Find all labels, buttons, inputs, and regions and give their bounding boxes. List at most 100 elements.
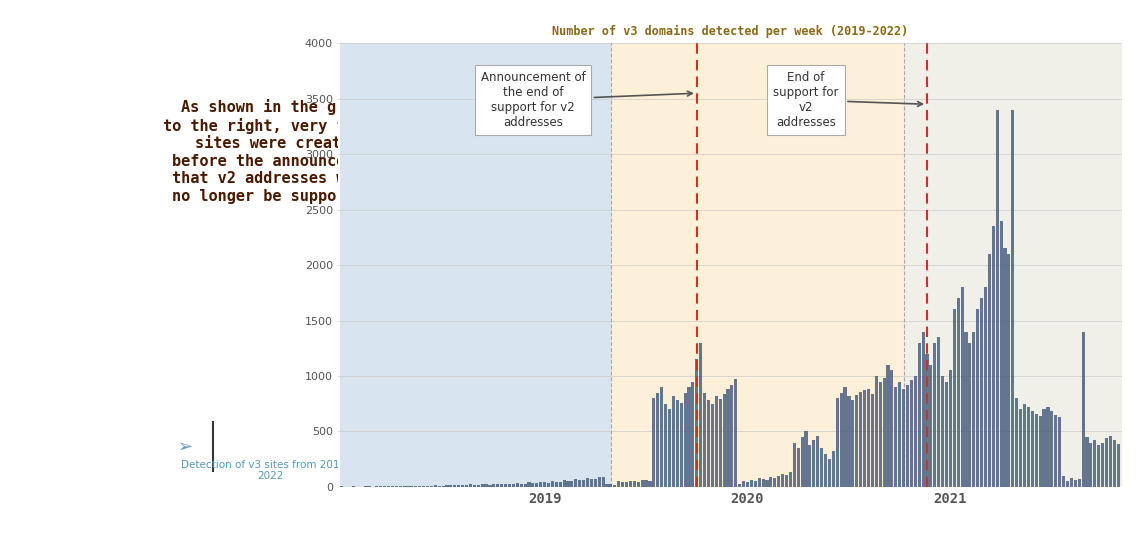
Bar xyxy=(453,485,457,487)
Bar xyxy=(910,380,913,487)
Bar xyxy=(766,480,768,487)
Bar xyxy=(844,387,846,487)
Bar xyxy=(434,485,437,487)
Bar xyxy=(418,486,421,487)
Bar xyxy=(805,432,807,487)
Bar xyxy=(988,254,990,487)
Bar xyxy=(457,485,460,487)
Bar xyxy=(781,473,784,487)
Bar xyxy=(481,484,483,487)
Bar xyxy=(621,482,624,487)
Bar xyxy=(1055,415,1057,487)
Bar xyxy=(1074,480,1076,487)
Bar xyxy=(395,486,397,487)
Bar xyxy=(664,404,668,487)
Bar xyxy=(410,486,413,487)
Bar xyxy=(645,480,648,487)
Bar xyxy=(863,391,866,487)
Bar xyxy=(672,396,674,487)
Bar xyxy=(902,390,906,487)
Bar xyxy=(831,451,835,487)
Bar xyxy=(461,485,464,487)
Bar xyxy=(442,486,444,487)
Bar xyxy=(403,486,405,487)
Bar xyxy=(465,485,468,487)
Bar xyxy=(906,385,909,487)
Bar xyxy=(969,343,971,487)
Bar xyxy=(1105,438,1108,487)
Bar xyxy=(914,376,917,487)
Bar xyxy=(894,387,898,487)
Bar xyxy=(535,483,538,487)
Bar xyxy=(714,396,718,487)
Bar xyxy=(437,486,441,487)
Text: Detection of v3 sites from 2019 to
2022: Detection of v3 sites from 2019 to 2022 xyxy=(181,460,360,481)
Bar xyxy=(582,480,585,487)
Bar xyxy=(606,484,609,487)
Bar xyxy=(851,400,854,487)
Bar xyxy=(930,365,932,487)
Bar xyxy=(1108,436,1112,487)
Bar xyxy=(1089,443,1092,487)
Bar xyxy=(739,484,741,487)
Bar xyxy=(484,484,488,487)
Bar xyxy=(379,486,382,487)
Bar xyxy=(726,390,729,487)
Bar xyxy=(1066,481,1069,487)
Bar xyxy=(1035,414,1037,487)
Bar xyxy=(706,400,710,487)
Bar xyxy=(469,484,472,487)
Bar xyxy=(1082,332,1084,487)
Bar xyxy=(1027,407,1030,487)
Bar xyxy=(684,393,687,487)
Bar xyxy=(731,385,734,487)
Bar xyxy=(562,480,566,487)
Text: End of
support for
v2
addresses: End of support for v2 addresses xyxy=(773,71,923,129)
Bar xyxy=(539,482,543,487)
Bar xyxy=(773,478,776,487)
Bar xyxy=(594,479,597,487)
Bar xyxy=(489,485,491,487)
Bar xyxy=(871,394,874,487)
Bar xyxy=(614,485,616,487)
Bar xyxy=(528,483,530,487)
Bar xyxy=(601,478,605,487)
Bar xyxy=(629,481,632,487)
Text: Announcement of
the end of
support for v2
addresses: Announcement of the end of support for v… xyxy=(481,71,692,129)
Bar xyxy=(878,381,882,487)
Text: ➢: ➢ xyxy=(179,437,194,456)
Bar xyxy=(376,486,378,487)
Bar xyxy=(340,43,611,487)
Bar xyxy=(680,403,682,487)
Bar xyxy=(423,486,425,487)
Bar xyxy=(847,396,851,487)
Bar xyxy=(1019,409,1022,487)
Bar xyxy=(836,398,839,487)
Bar xyxy=(1063,476,1065,487)
Bar xyxy=(808,445,812,487)
Bar xyxy=(886,365,890,487)
Bar xyxy=(883,378,885,487)
Bar xyxy=(792,443,796,487)
Bar xyxy=(867,390,870,487)
Bar xyxy=(500,484,503,487)
Bar xyxy=(660,387,663,487)
Bar xyxy=(828,459,831,487)
Bar xyxy=(687,387,690,487)
Bar xyxy=(922,332,925,487)
Bar xyxy=(559,482,562,487)
Bar xyxy=(785,474,788,487)
Bar xyxy=(551,481,554,487)
Bar xyxy=(633,481,635,487)
Bar xyxy=(734,379,737,487)
Bar xyxy=(578,480,582,487)
Bar xyxy=(476,485,480,487)
Bar xyxy=(653,398,655,487)
Bar xyxy=(363,486,366,487)
Bar xyxy=(812,440,815,487)
Bar xyxy=(656,393,660,487)
Bar xyxy=(508,484,511,487)
Bar xyxy=(1050,412,1053,487)
Bar xyxy=(820,448,823,487)
Bar xyxy=(648,481,652,487)
